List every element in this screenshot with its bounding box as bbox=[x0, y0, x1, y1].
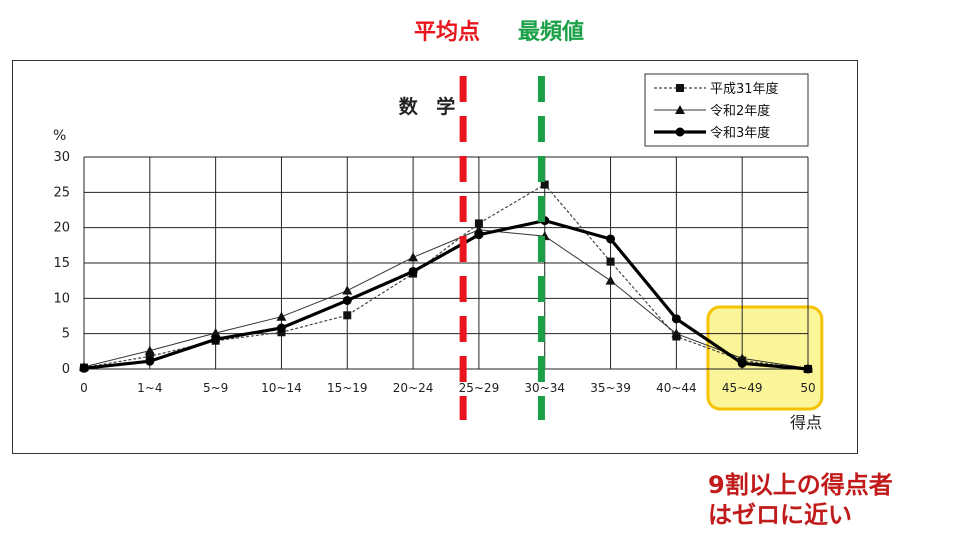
data-point-circle bbox=[408, 266, 418, 276]
x-tick-label: 40~44 bbox=[656, 381, 697, 395]
data-point-triangle bbox=[276, 311, 287, 321]
mode-label: 最頻値 bbox=[518, 20, 585, 45]
series-line bbox=[83, 183, 809, 370]
series-line bbox=[83, 218, 809, 371]
y-tick-label: 30 bbox=[53, 150, 70, 165]
x-tick-label: 20~24 bbox=[393, 381, 434, 395]
data-point-circle bbox=[675, 127, 685, 137]
x-tick-label: 5~9 bbox=[203, 381, 228, 395]
x-tick-label: 50 bbox=[800, 381, 815, 395]
callout-line-1: 9割以上の得点者 bbox=[708, 471, 893, 499]
data-point-triangle bbox=[408, 252, 419, 262]
x-tick-label: 35~39 bbox=[590, 381, 631, 395]
data-point-circle bbox=[79, 363, 89, 373]
x-tick-label: 10~14 bbox=[261, 381, 302, 395]
data-point-circle bbox=[803, 364, 813, 374]
y-axis-label: % bbox=[53, 128, 66, 144]
series-1 bbox=[80, 180, 812, 373]
data-point-triangle bbox=[671, 328, 682, 338]
data-point-circle bbox=[737, 358, 747, 368]
data-point-circle bbox=[342, 295, 352, 305]
y-tick-label: 5 bbox=[62, 327, 70, 342]
x-tick-label: 45~49 bbox=[722, 381, 763, 395]
y-tick-label: 25 bbox=[53, 185, 70, 200]
y-tick-label: 20 bbox=[53, 221, 70, 236]
data-point-circle bbox=[211, 334, 221, 344]
data-point-triangle bbox=[342, 285, 353, 295]
data-point-triangle bbox=[210, 327, 221, 337]
callout-line-2: はゼロに近い bbox=[708, 501, 852, 529]
data-point-triangle bbox=[605, 275, 616, 285]
series-2 bbox=[79, 224, 813, 373]
x-tick-label: 30~34 bbox=[524, 381, 565, 395]
series-3 bbox=[79, 216, 813, 374]
data-point-triangle bbox=[144, 345, 155, 355]
legend-entry: 令和2年度 bbox=[710, 103, 770, 119]
data-point-circle bbox=[671, 314, 681, 324]
mean-label: 平均点 bbox=[414, 20, 481, 45]
legend-entry: 平成31年度 bbox=[710, 81, 779, 97]
chart-title: 数 学 bbox=[399, 95, 462, 118]
data-point-square bbox=[343, 311, 352, 320]
data-point-circle bbox=[276, 323, 286, 333]
data-point-triangle bbox=[675, 105, 685, 114]
grid bbox=[83, 156, 809, 370]
callout-text: 9割以上の得点者 はゼロに近い bbox=[708, 470, 893, 530]
x-tick-label: 25~29 bbox=[459, 381, 500, 395]
data-point-circle bbox=[606, 234, 616, 244]
data-point-square bbox=[676, 84, 684, 92]
x-tick-label: 0 bbox=[80, 381, 88, 395]
data-point-circle bbox=[474, 230, 484, 240]
data-point-square bbox=[474, 219, 483, 228]
series-line bbox=[83, 229, 809, 369]
legend-entry: 令和3年度 bbox=[710, 125, 770, 141]
x-tick-label: 1~4 bbox=[137, 381, 162, 395]
highlight-box bbox=[706, 305, 824, 411]
y-tick-label: 0 bbox=[62, 362, 70, 377]
data-point-square bbox=[145, 352, 154, 361]
data-point-square bbox=[606, 257, 615, 266]
x-axis-label: 得点 bbox=[790, 413, 822, 432]
reference-line-labels: 平均点 最頻値 bbox=[0, 14, 959, 48]
y-tick-label: 15 bbox=[53, 256, 70, 271]
y-tick-label: 10 bbox=[53, 291, 70, 306]
data-point-square bbox=[540, 180, 549, 189]
data-point-circle bbox=[145, 356, 155, 366]
x-tick-label: 15~19 bbox=[327, 381, 368, 395]
